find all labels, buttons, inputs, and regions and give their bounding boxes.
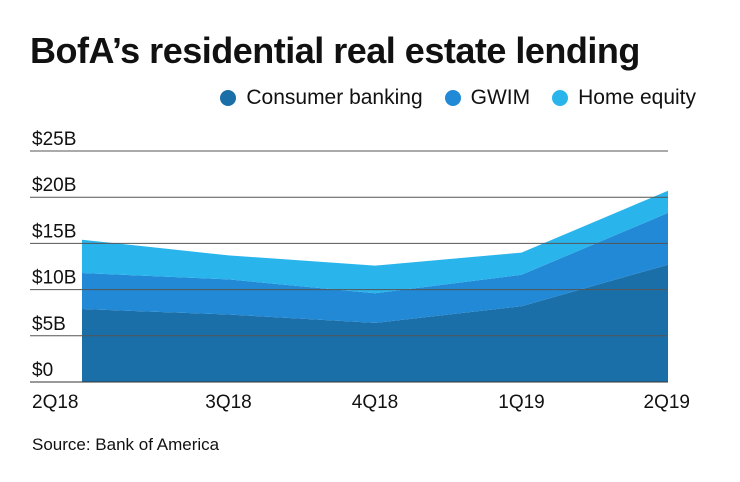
y-tick-label: $15B: [32, 221, 76, 242]
legend-label-consumer-banking: Consumer banking: [246, 86, 423, 109]
y-tick-label: $20B: [32, 175, 76, 196]
legend-swatch-consumer-banking: [220, 90, 237, 106]
x-tick-label: 1Q19: [498, 392, 544, 413]
legend-swatch-gwim: [444, 90, 461, 106]
x-tick-label: 3Q18: [205, 392, 251, 413]
legend-swatch-home-equity: [552, 90, 569, 106]
legend-item-gwim: GWIM: [444, 86, 531, 110]
legend: Consumer banking GWIM Home equity: [220, 86, 696, 110]
legend-label-home-equity: Home equity: [578, 86, 696, 109]
y-tick-label: $0: [32, 360, 53, 381]
source-note: Source: Bank of America: [32, 435, 220, 454]
legend-item-consumer-banking: Consumer banking: [220, 86, 423, 110]
x-tick-label: 2Q18: [32, 392, 78, 413]
area-gwim: [82, 212, 668, 323]
x-tick-label: 4Q18: [352, 392, 398, 413]
x-tick-label: 2Q19: [644, 392, 690, 413]
area-consumer-banking: [82, 264, 668, 382]
y-tick-label: $5B: [32, 314, 66, 335]
y-tick-label: $25B: [32, 129, 76, 150]
area-home-equity: [82, 190, 668, 294]
legend-item-home-equity: Home equity: [552, 86, 696, 110]
y-tick-label: $10B: [32, 268, 76, 289]
legend-label-gwim: GWIM: [470, 86, 531, 109]
chart-title: BofA’s residential real estate lending: [30, 30, 640, 71]
